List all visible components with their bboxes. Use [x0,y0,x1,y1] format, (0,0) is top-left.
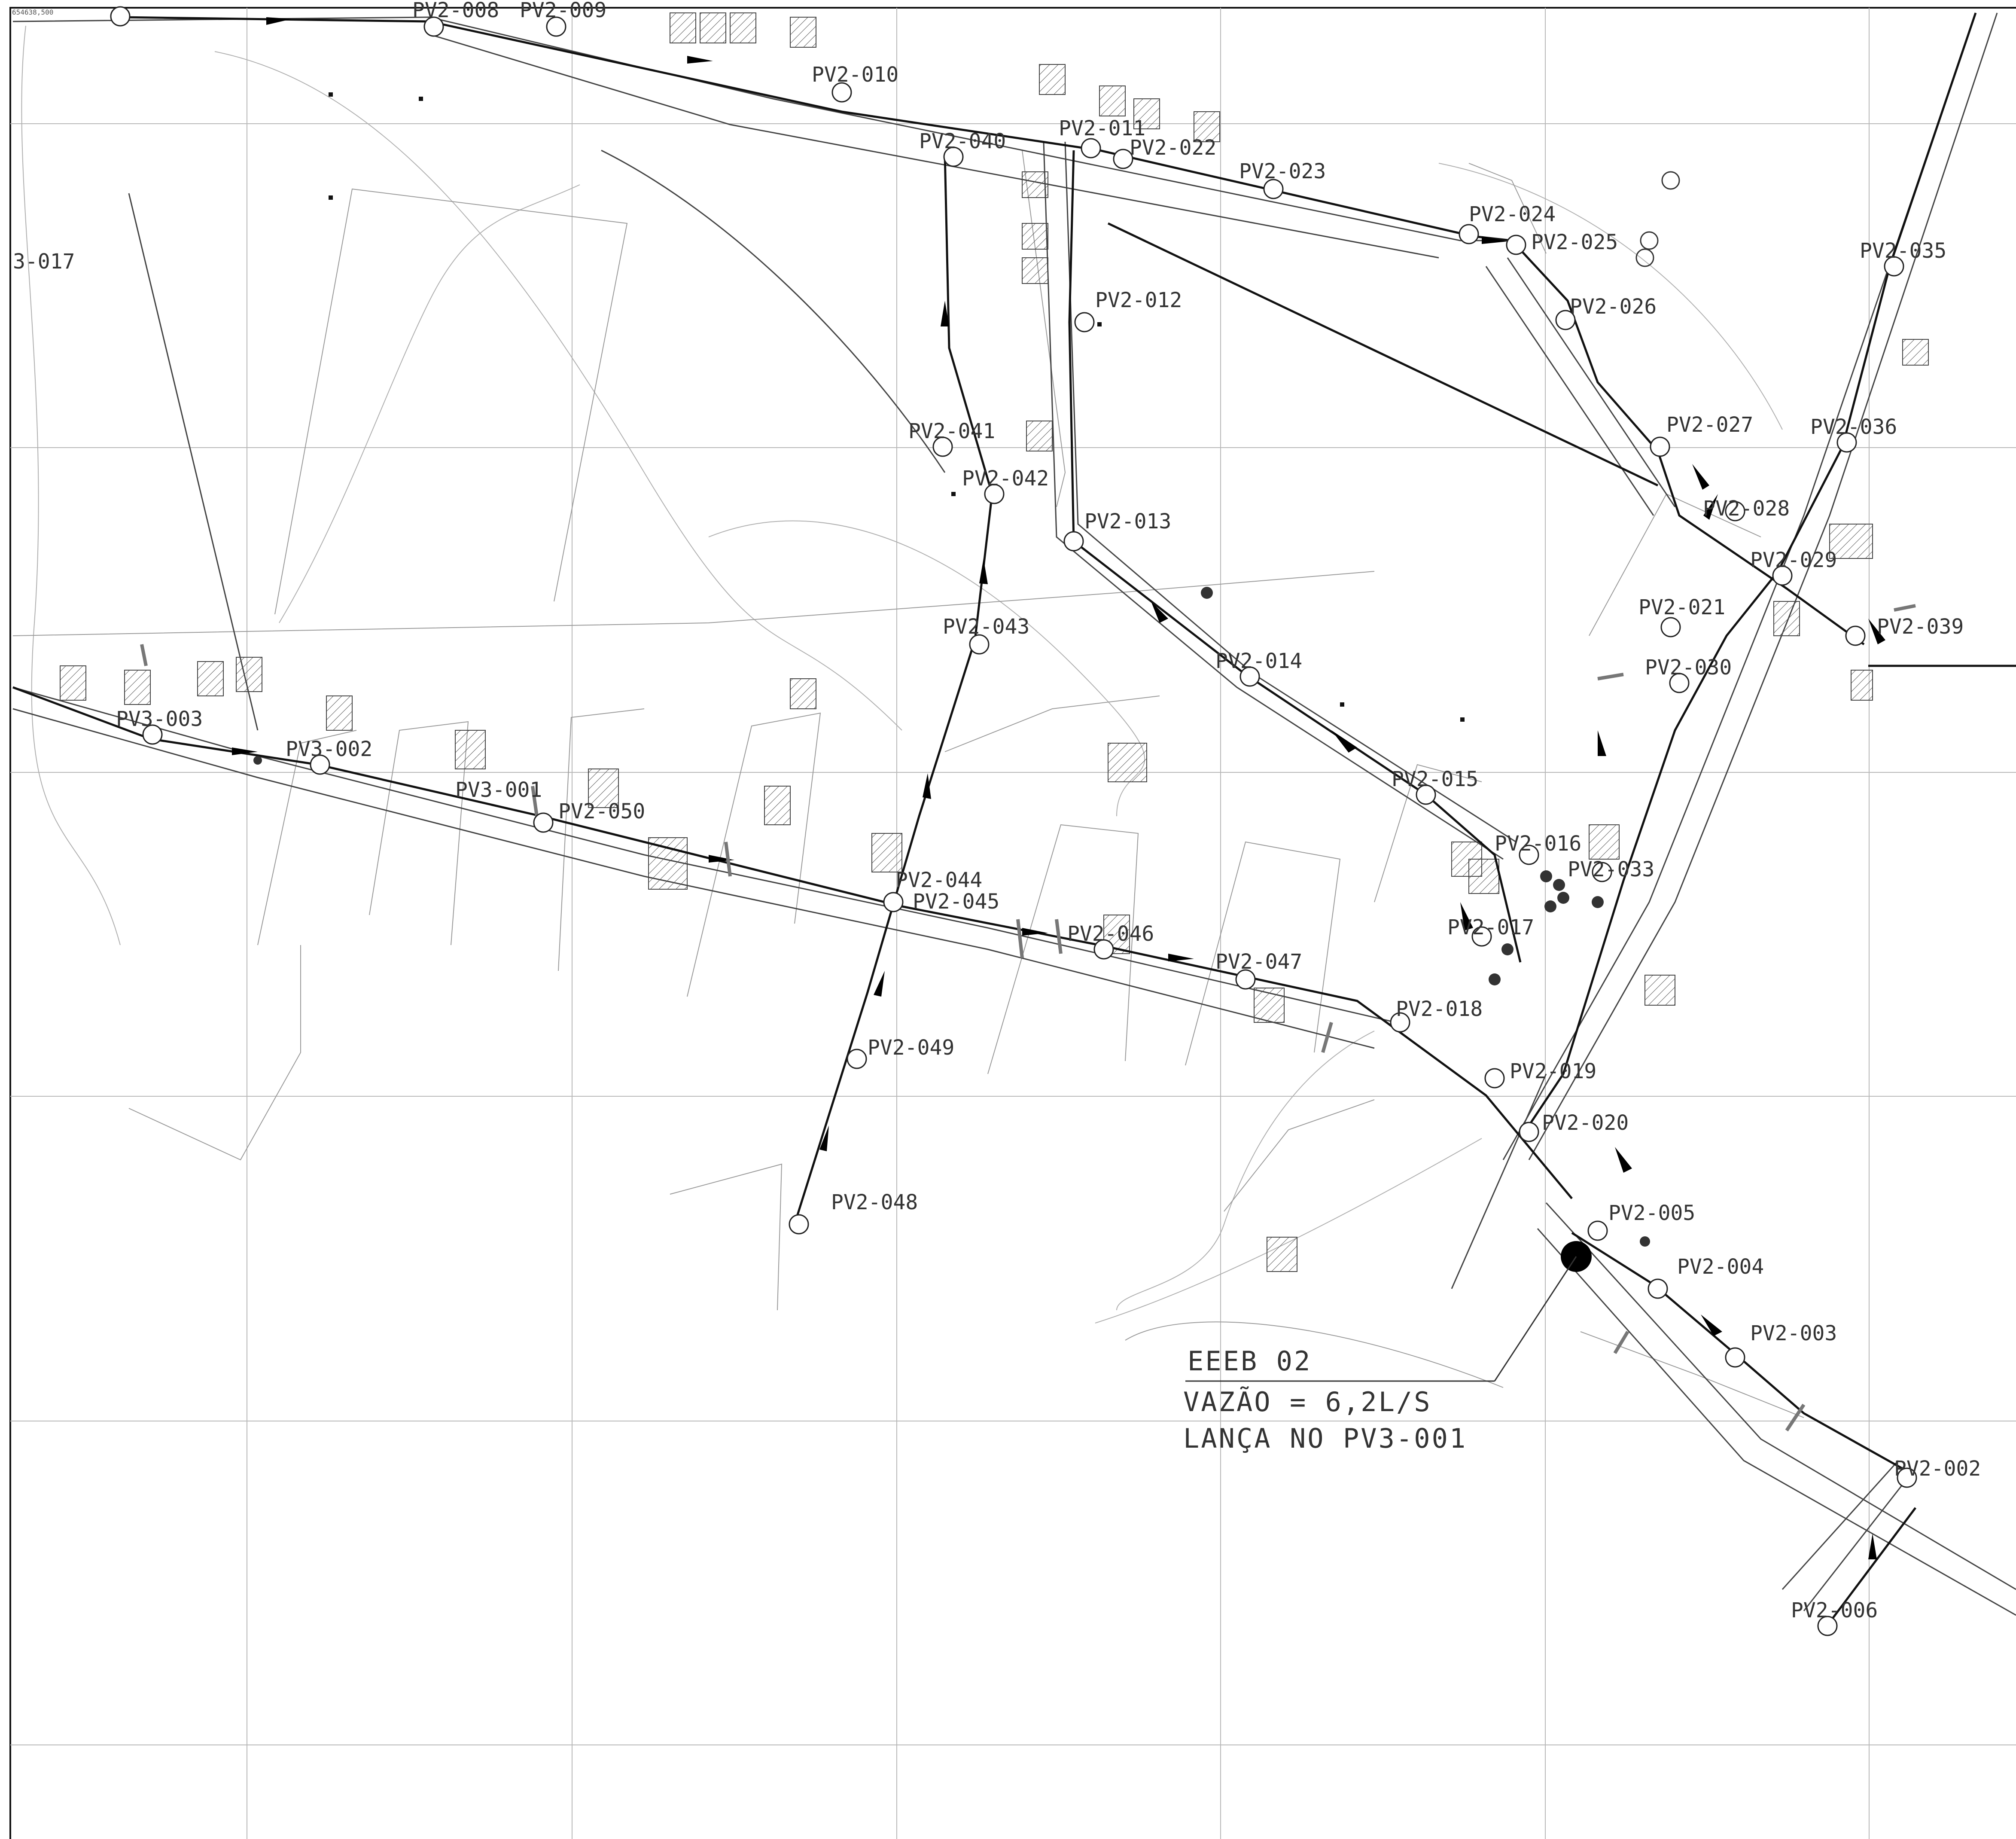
manhole-label: PV2-006 [1791,1598,1878,1622]
sheet-border [9,7,2016,1839]
manhole-label: PV2-018 [1396,997,1483,1021]
manhole-label: PV2-046 [1067,922,1154,946]
manhole-label: PV2-042 [962,467,1049,491]
manhole-label: PV2-050 [558,799,645,823]
manhole-label: PV2-039 [1877,615,1964,639]
manhole-label: 3-017 [13,250,75,274]
manhole-label: PV2-002 [1894,1457,1981,1481]
manhole-label: PV2-016 [1495,832,1581,856]
pipe-section-ticks [140,604,1916,1432]
manhole-label: PV2-028 [1703,497,1790,521]
manhole-label: PV2-044 [895,868,982,892]
station-discharge: LANÇA NO PV3-001 [1183,1423,1467,1454]
manhole-label: PV2-020 [1542,1111,1629,1135]
manhole-label: PV2-014 [1215,649,1302,673]
manholes [110,6,1917,1636]
station-name: EEEB 02 [1188,1345,1312,1377]
manhole-label: PV2-049 [868,1036,954,1060]
manhole-label: PV3-003 [116,707,203,731]
manhole-label: PV2-047 [1215,950,1302,974]
coordinate-grid [10,8,2016,1839]
manhole-label: PV2-045 [913,890,999,914]
manhole-label: PV2-029 [1750,548,1837,572]
manhole-label: PV3-002 [286,737,372,761]
manhole-label: PV2-015 [1392,767,1478,791]
manhole-label: PV2-011 [1059,116,1145,140]
manhole-label: PV2-035 [1860,239,1946,263]
manhole-label: PV2-021 [1638,595,1725,619]
small-markers [253,92,1680,1247]
manhole-label: PV2-022 [1130,136,1216,160]
manhole-label: PV2-003 [1750,1321,1837,1345]
manhole-label: PV2-040 [919,129,1006,153]
manhole-label: PV2-012 [1095,288,1182,312]
manhole-label: PV2-017 [1447,915,1534,939]
manhole-label: PV2-008 [412,0,499,22]
manhole-label: PV2-048 [831,1190,918,1214]
street-edges [12,12,2016,1616]
manhole-label: PV2-023 [1239,159,1326,183]
pump-station-annotation: EEEB 02 VAZÃO = 6,2L/S LANÇA NO PV3-001 [1183,1256,1577,1454]
manhole-label: PV2-009 [520,0,606,22]
manhole-label: PV2-019 [1510,1059,1596,1083]
manhole-label: PV2-033 [1568,857,1654,881]
manhole-label: PV2-026 [1570,295,1657,319]
manhole-label: PV2-030 [1645,656,1732,680]
flow-arrows [232,17,1885,1559]
manhole-label: PV3-001 [455,778,542,802]
manhole-label: PV2-005 [1608,1201,1695,1225]
sewer-pipes [12,12,2016,1629]
manhole-label: PV2-025 [1531,230,1618,254]
corner-coordinate-label: 654638,500 [12,8,53,16]
buildings [60,12,1929,1272]
manhole-label: PV2-024 [1469,202,1556,226]
manhole-label: PV2-043 [943,615,1029,639]
manhole-label: PV2-010 [812,63,898,87]
manhole-label: PV2-027 [1666,413,1753,437]
manhole-label: PV2-036 [1810,415,1897,439]
station-flow: VAZÃO = 6,2L/S [1183,1386,1432,1418]
manhole-labels: PV2-008 PV2-009 PV2-010 PV2-040 PV2-011 … [13,0,1981,1622]
manhole-label: PV2-041 [908,419,995,443]
manhole-label: PV2-013 [1084,509,1171,534]
manhole-label: PV2-004 [1677,1255,1764,1279]
